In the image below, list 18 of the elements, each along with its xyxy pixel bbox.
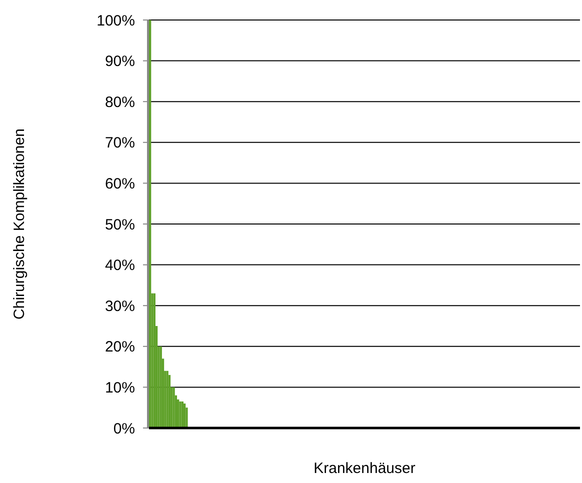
bar (168, 374, 171, 428)
bar (153, 293, 156, 428)
y-tick-label: 50% (104, 216, 135, 234)
y-tick-label: 0% (113, 420, 135, 438)
y-tick-label: 70% (104, 134, 135, 152)
y-tick-label: 80% (104, 94, 135, 111)
y-tick-label: 10% (104, 379, 135, 396)
y-tick-label: 40% (104, 257, 135, 274)
bar (172, 387, 175, 428)
y-tick-label: 20% (104, 338, 135, 356)
y-tick-label: 30% (104, 298, 135, 315)
bar (160, 346, 162, 428)
y-tick-label: 90% (104, 53, 135, 70)
y-axis-title: Chirurgische Komplikationen (11, 128, 28, 320)
y-tick-label: 100% (96, 12, 135, 30)
bar (186, 408, 188, 428)
x-axis-title: Krankenhäuser (314, 460, 416, 477)
y-tick-label: 60% (104, 175, 135, 192)
